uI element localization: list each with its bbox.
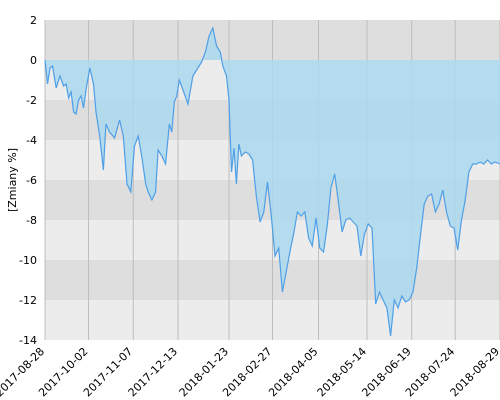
series-line	[44, 26, 500, 337]
y-tick-label: -4	[26, 134, 37, 147]
y-axis-label: [Zmiany %]	[6, 148, 19, 212]
area-fill	[45, 28, 500, 336]
y-tick-label: 0	[30, 54, 37, 67]
y-tick-label: 2	[30, 14, 37, 27]
x-tick-label: 2018-04-05	[266, 345, 320, 399]
y-axis-ticks: 2 0 -2 -4 -6 -8 -10 -12 -14	[19, 14, 37, 347]
y-tick-label: -12	[19, 294, 37, 307]
x-axis-ticks: 2017-08-282017-10-022017-11-072017-12-13…	[0, 345, 500, 399]
y-tick-label: -2	[26, 94, 37, 107]
y-tick-label: -14	[19, 334, 37, 347]
y-tick-label: -6	[26, 174, 37, 187]
y-tick-label: -8	[26, 214, 37, 227]
data-series	[44, 26, 500, 337]
y-tick-label: -10	[19, 254, 37, 267]
